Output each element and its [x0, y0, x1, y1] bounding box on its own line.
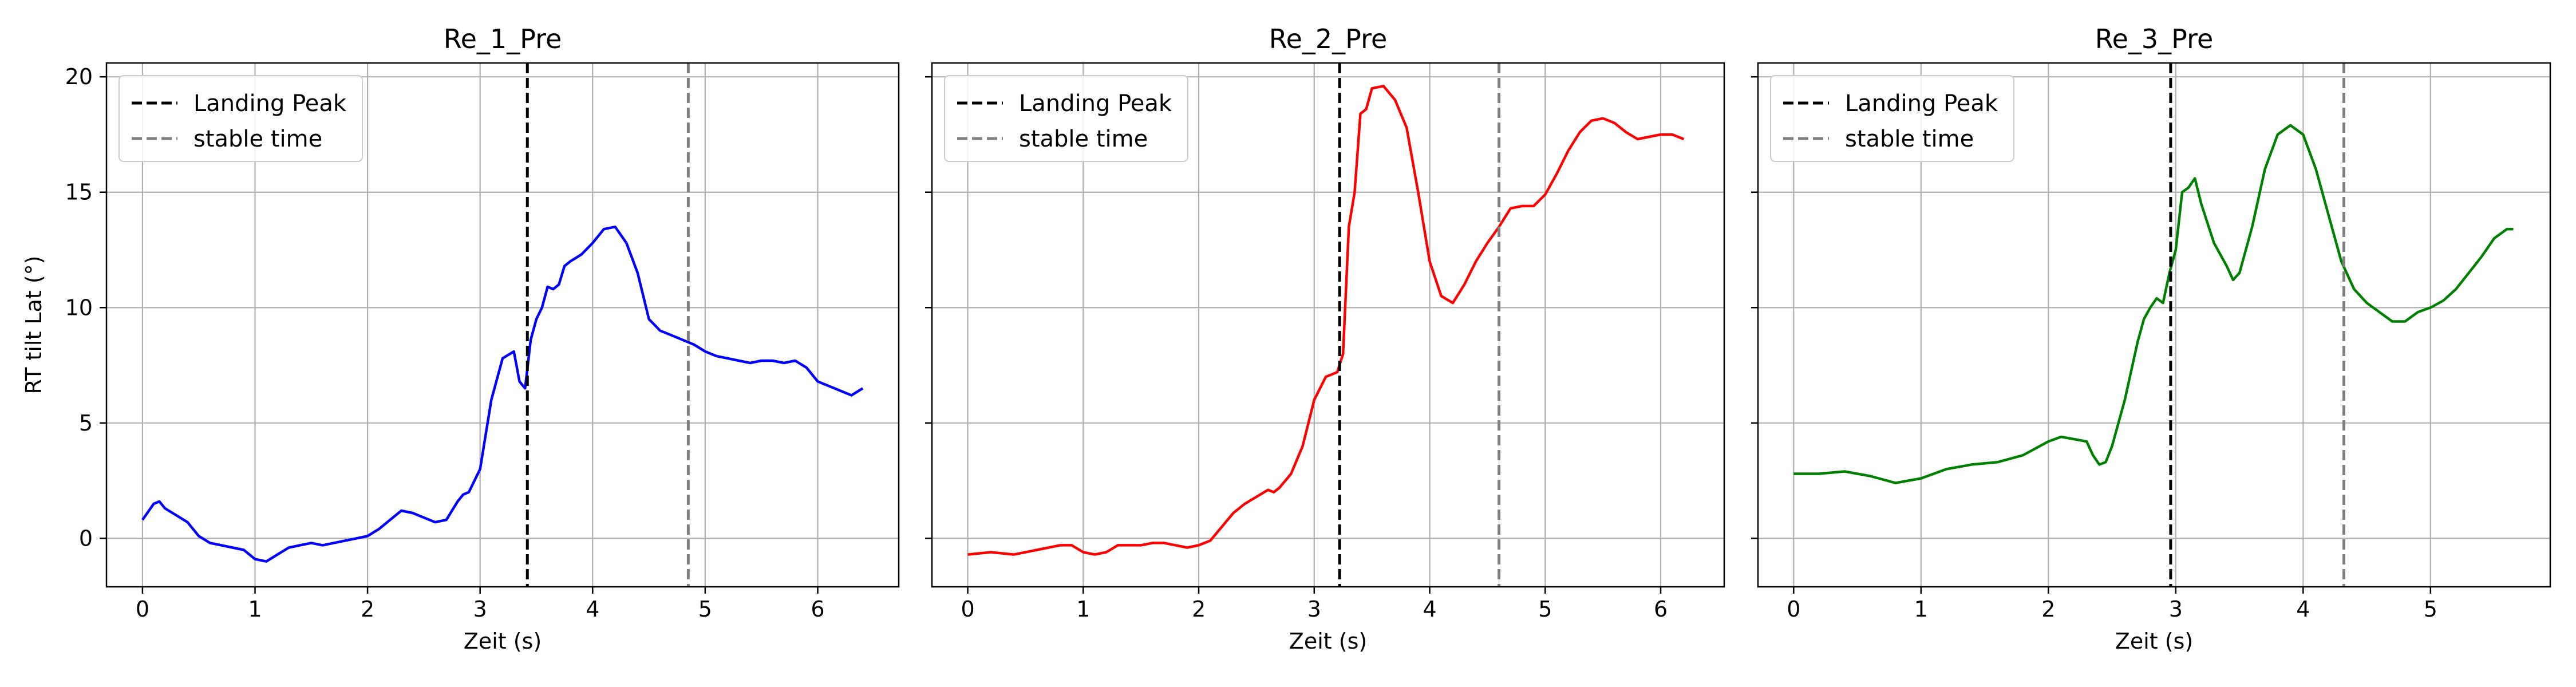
chart-title: Re_1_Pre: [444, 23, 562, 54]
plot-frame: [1757, 62, 2551, 588]
legend: Landing Peak stable time: [1770, 75, 2014, 162]
x-tick-label-2: 2: [2041, 597, 2055, 622]
legend-box: [118, 75, 363, 162]
x-tick-label-5: 5: [698, 597, 712, 622]
legend: Landing Peak stable time: [118, 75, 363, 162]
y-tick-label-3: 15: [65, 180, 93, 205]
x-tick-label-6: 6: [1654, 597, 1668, 622]
plot-frame: [105, 62, 900, 588]
series-line: [967, 85, 1685, 556]
x-tick-label-1: 1: [248, 597, 262, 622]
x-tick-label-1: 1: [1914, 597, 1928, 622]
x-tick-label-3: 3: [473, 597, 487, 622]
x-axis-label: Zeit (s): [1289, 629, 1367, 654]
legend-entry-2: stable time: [1019, 126, 1148, 152]
x-tick-label-4: 4: [2296, 597, 2310, 622]
y-tick-label-0: 0: [79, 526, 93, 551]
x-tick-label-2: 2: [361, 597, 374, 622]
x-tick-label-0: 0: [136, 597, 149, 622]
x-tick-label-4: 4: [1423, 597, 1436, 622]
legend-entry-1: Landing Peak: [193, 90, 347, 117]
chart-panel-3: 0 1 2 3 4 5 Re_3_Pre Zeit (s) Landing Peak stable…: [1751, 23, 2551, 654]
x-tick-label-6: 6: [811, 597, 824, 622]
chart-panel-1: 0 1 2 3 4 5 6 0 5 10 15 20 Re_1_Pre Zeit (s) RT tilt L…: [21, 23, 900, 654]
y-tick-label-4: 20: [65, 64, 93, 89]
chart-panel-2: 0 1 2 3 4 5 6 Re_2_Pre Zeit (s) Landing Peak stabl…: [925, 23, 1725, 654]
x-tick-label-0: 0: [961, 597, 974, 622]
legend-entry-2: stable time: [193, 126, 322, 152]
x-tick-label-3: 3: [1307, 597, 1321, 622]
legend: Landing Peak stable time: [944, 75, 1188, 162]
x-tick-label-2: 2: [1192, 597, 1206, 622]
x-axis-label: Zeit (s): [2115, 629, 2193, 654]
legend-box: [1770, 75, 2014, 162]
x-axis-label: Zeit (s): [464, 629, 542, 654]
legend-entry-2: stable time: [1845, 126, 1974, 152]
x-tick-label-5: 5: [2424, 597, 2437, 622]
y-tick-label-1: 5: [79, 410, 93, 436]
chart-title: Re_2_Pre: [1269, 23, 1388, 54]
legend-entry-1: Landing Peak: [1019, 90, 1172, 117]
x-tick-label-4: 4: [586, 597, 599, 622]
x-tick-label-3: 3: [2169, 597, 2183, 622]
chart-title: Re_3_Pre: [2095, 23, 2214, 54]
x-tick-label-0: 0: [1787, 597, 1800, 622]
y-tick-label-2: 10: [65, 295, 93, 320]
plot-frame: [931, 62, 1725, 588]
x-tick-label-1: 1: [1076, 597, 1090, 622]
y-axis-label: RT tilt Lat (°): [21, 255, 46, 394]
legend-box: [944, 75, 1188, 162]
x-tick-label-5: 5: [1538, 597, 1552, 622]
series-line: [141, 225, 864, 563]
legend-entry-1: Landing Peak: [1845, 90, 1998, 117]
series-line: [1793, 124, 2514, 484]
